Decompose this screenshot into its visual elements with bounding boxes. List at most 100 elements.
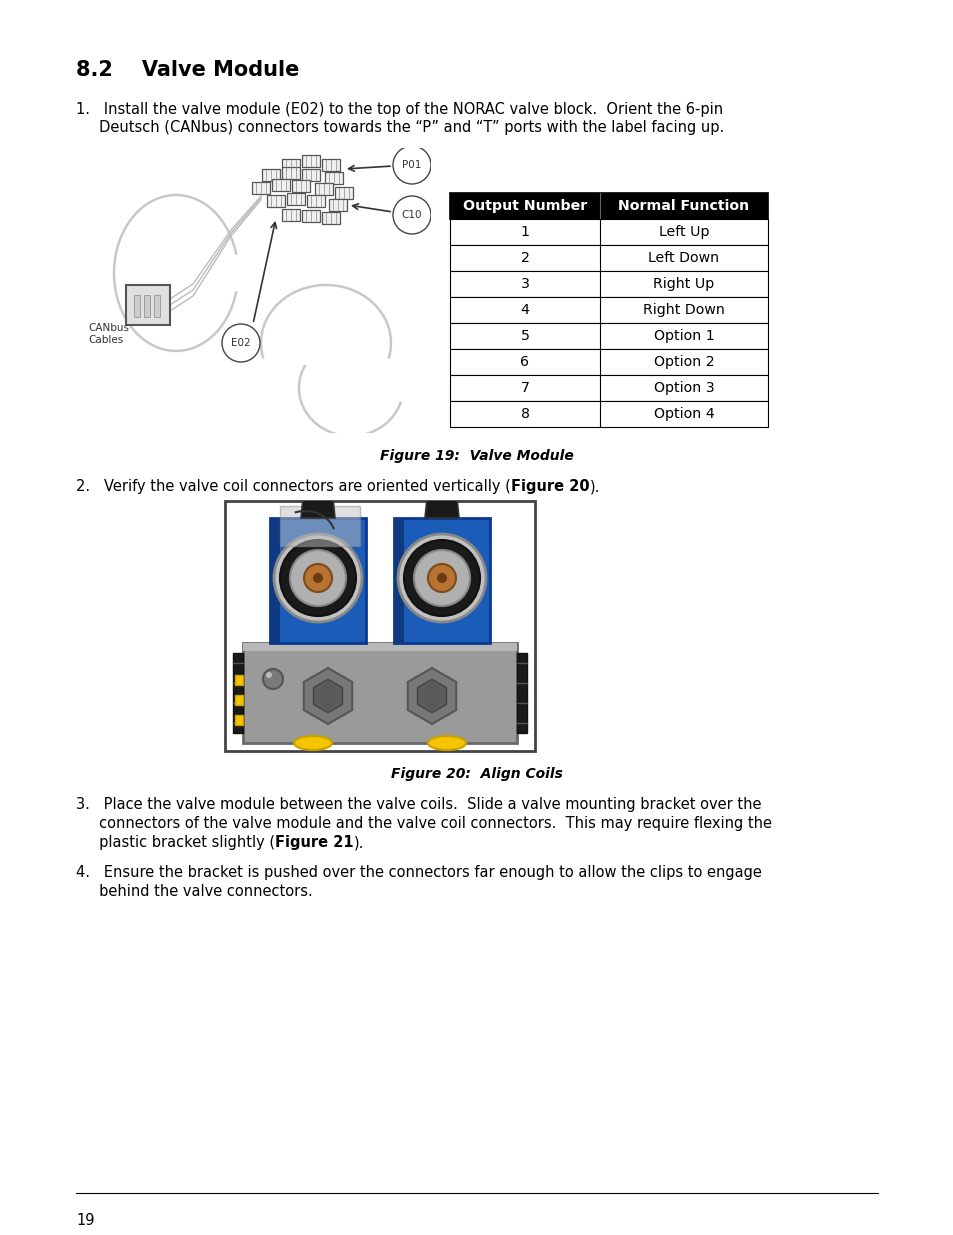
Circle shape xyxy=(436,573,447,583)
Ellipse shape xyxy=(428,736,465,750)
Polygon shape xyxy=(301,488,335,517)
Bar xyxy=(329,199,347,211)
Bar xyxy=(282,159,299,170)
Circle shape xyxy=(222,324,260,362)
Bar xyxy=(450,401,767,427)
Text: plastic bracket slightly (: plastic bracket slightly ( xyxy=(76,835,274,850)
Circle shape xyxy=(263,669,283,689)
Text: 2.   Verify the valve coil connectors are oriented vertically (: 2. Verify the valve coil connectors are … xyxy=(76,479,511,494)
Text: 8: 8 xyxy=(520,408,529,421)
Bar xyxy=(234,715,243,725)
Bar xyxy=(267,195,285,207)
Text: 7: 7 xyxy=(520,382,529,395)
Circle shape xyxy=(323,477,329,483)
Text: Cables: Cables xyxy=(88,335,123,345)
Polygon shape xyxy=(407,668,456,724)
Bar xyxy=(450,296,767,324)
Bar xyxy=(302,210,319,222)
Text: 8.2    Valve Module: 8.2 Valve Module xyxy=(76,61,299,80)
Text: ).: ). xyxy=(589,479,599,494)
Text: Right Up: Right Up xyxy=(653,277,714,291)
Polygon shape xyxy=(417,679,446,713)
Bar xyxy=(282,167,299,179)
Text: 1.   Install the valve module (E02) to the top of the NORAC valve block.  Orient: 1. Install the valve module (E02) to the… xyxy=(76,103,722,117)
Text: Left Up: Left Up xyxy=(659,225,708,240)
Circle shape xyxy=(393,146,431,184)
Text: Normal Function: Normal Function xyxy=(618,199,749,212)
Bar xyxy=(450,245,767,270)
Bar xyxy=(428,468,456,490)
Polygon shape xyxy=(314,679,342,713)
Bar xyxy=(126,285,170,325)
Circle shape xyxy=(447,477,453,483)
Bar xyxy=(304,468,332,490)
Bar xyxy=(243,643,517,651)
Circle shape xyxy=(428,564,456,592)
Bar xyxy=(297,494,337,500)
Bar xyxy=(270,517,366,643)
Bar xyxy=(144,295,150,317)
Bar xyxy=(314,183,333,195)
Text: C10: C10 xyxy=(401,210,422,220)
Bar xyxy=(450,270,767,296)
Bar xyxy=(133,295,140,317)
Bar xyxy=(450,375,767,401)
Bar xyxy=(517,653,526,734)
Bar xyxy=(421,494,461,500)
Text: Figure 20: Figure 20 xyxy=(511,479,589,494)
Bar xyxy=(322,212,339,224)
Bar xyxy=(302,169,319,182)
Bar xyxy=(394,517,403,643)
Bar xyxy=(292,180,310,191)
Text: 3: 3 xyxy=(520,277,529,291)
Bar xyxy=(272,179,290,191)
Text: 19: 19 xyxy=(76,1213,94,1228)
Polygon shape xyxy=(303,668,352,724)
Ellipse shape xyxy=(294,736,332,750)
Circle shape xyxy=(307,477,313,483)
Bar xyxy=(153,295,160,317)
Bar xyxy=(322,159,339,170)
Bar xyxy=(233,653,243,734)
Bar xyxy=(302,156,319,167)
Text: Left Down: Left Down xyxy=(648,251,719,266)
Circle shape xyxy=(314,477,320,483)
Bar xyxy=(280,506,359,546)
Text: Figure 21: Figure 21 xyxy=(274,835,354,850)
Bar xyxy=(243,643,517,743)
Bar xyxy=(252,182,270,194)
Text: Output Number: Output Number xyxy=(462,199,586,212)
Text: Figure 19:  Valve Module: Figure 19: Valve Module xyxy=(379,450,574,463)
Bar xyxy=(287,193,305,205)
Text: Option 3: Option 3 xyxy=(653,382,714,395)
Circle shape xyxy=(274,534,361,622)
Text: 3.   Place the valve module between the valve coils.  Slide a valve mounting bra: 3. Place the valve module between the va… xyxy=(76,797,760,811)
Bar xyxy=(325,172,343,184)
Text: Right Down: Right Down xyxy=(642,303,724,317)
Text: Figure 20:  Align Coils: Figure 20: Align Coils xyxy=(391,767,562,781)
Circle shape xyxy=(313,573,323,583)
Circle shape xyxy=(290,550,346,606)
Bar xyxy=(450,324,767,350)
Bar xyxy=(234,695,243,705)
Text: P01: P01 xyxy=(402,161,421,170)
Text: CANbus: CANbus xyxy=(88,324,129,333)
Text: behind the valve connectors.: behind the valve connectors. xyxy=(76,884,313,899)
Circle shape xyxy=(438,477,444,483)
Bar xyxy=(450,350,767,375)
Circle shape xyxy=(414,550,470,606)
Text: Option 2: Option 2 xyxy=(653,354,714,369)
Circle shape xyxy=(403,540,479,616)
Bar xyxy=(262,169,280,182)
Circle shape xyxy=(280,540,355,616)
Text: 4: 4 xyxy=(520,303,529,317)
Text: Option 1: Option 1 xyxy=(653,329,714,343)
Text: 1: 1 xyxy=(520,225,529,240)
Bar xyxy=(335,186,353,199)
Text: 4.   Ensure the bracket is pushed over the connectors far enough to allow the cl: 4. Ensure the bracket is pushed over the… xyxy=(76,864,761,881)
Bar xyxy=(450,193,767,219)
Bar xyxy=(270,517,280,643)
Text: 6: 6 xyxy=(520,354,529,369)
Text: Deutsch (CANbus) connectors towards the “P” and “T” ports with the label facing : Deutsch (CANbus) connectors towards the … xyxy=(76,120,723,135)
Bar xyxy=(225,501,535,751)
